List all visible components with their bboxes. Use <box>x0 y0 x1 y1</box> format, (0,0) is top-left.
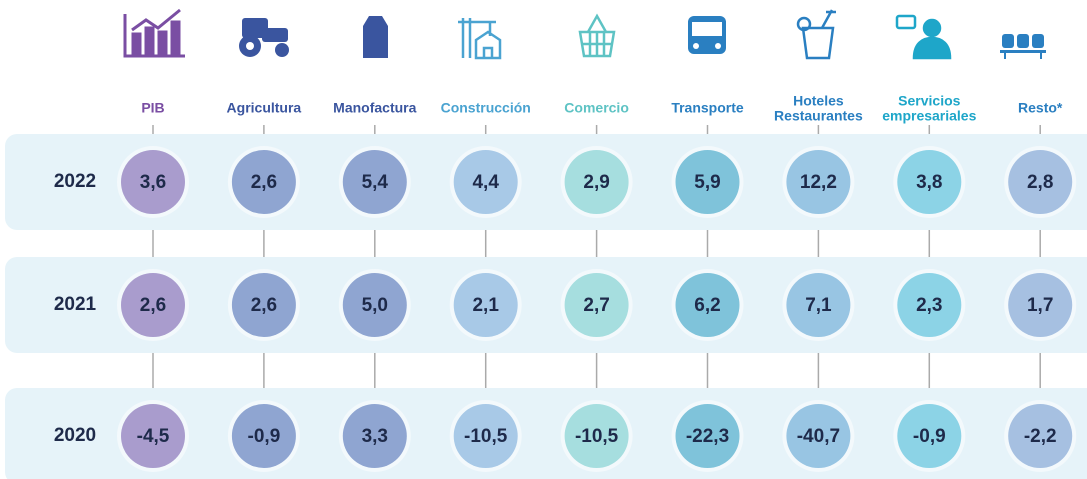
value-circle <box>897 404 962 468</box>
value-label: -0,9 <box>248 426 281 447</box>
value-label: 1,7 <box>1027 295 1053 316</box>
value-label: 2,6 <box>140 295 166 316</box>
value-label: 3,8 <box>916 172 942 193</box>
value-label: -2,2 <box>1024 426 1057 447</box>
value-label: 2,3 <box>916 295 942 316</box>
crane-icon <box>458 18 502 60</box>
value-circle <box>675 150 740 214</box>
value-label: 5,9 <box>694 172 720 193</box>
value-label: -4,5 <box>137 426 170 447</box>
column-label: Agricultura <box>227 100 302 116</box>
column-label: PIB <box>141 100 164 116</box>
value-circle <box>675 273 740 337</box>
value-circle <box>121 273 185 337</box>
column-label: empresariales <box>882 108 976 124</box>
value-circle <box>1008 273 1073 337</box>
value-label: 5,0 <box>362 295 388 316</box>
value-circle <box>675 404 740 468</box>
value-label: 7,1 <box>805 295 832 316</box>
value-circle <box>342 150 407 214</box>
value-circle <box>453 404 518 468</box>
value-label: 5,4 <box>362 172 389 193</box>
value-label: 6,2 <box>694 295 720 316</box>
value-label: 3,3 <box>362 426 388 447</box>
value-circle <box>897 273 962 337</box>
value-circle <box>231 273 296 337</box>
column-label: Comercio <box>564 100 629 116</box>
bus-icon <box>688 16 726 54</box>
value-label: 2,1 <box>472 295 499 316</box>
service-icon <box>895 14 952 60</box>
value-circle <box>342 404 407 468</box>
year-label: 2020 <box>54 425 96 446</box>
column-label: Construcción <box>441 100 531 116</box>
value-circle <box>231 150 296 214</box>
column-label: Servicios <box>898 93 960 109</box>
tractor-icon <box>239 18 289 57</box>
seats-icon <box>1000 34 1046 59</box>
value-label: -22,3 <box>686 426 729 447</box>
value-label: -10,5 <box>575 426 619 447</box>
value-circle <box>453 273 518 337</box>
value-circle <box>342 273 407 337</box>
column-label: Transporte <box>671 100 744 116</box>
value-circle <box>897 150 962 214</box>
value-label: -40,7 <box>797 426 840 447</box>
value-label: -0,9 <box>913 426 946 447</box>
value-circle <box>231 404 296 468</box>
pib-icon <box>123 8 185 58</box>
value-circle <box>564 404 629 468</box>
value-circle <box>453 150 518 214</box>
column-label: Restaurantes <box>774 108 863 124</box>
value-label: 4,4 <box>472 172 499 193</box>
milk-icon <box>363 16 388 58</box>
value-circle <box>1008 404 1073 468</box>
value-circle <box>564 150 629 214</box>
value-label: 2,9 <box>583 172 609 193</box>
drink-icon <box>796 9 836 60</box>
year-label: 2022 <box>54 171 96 192</box>
value-circle <box>564 273 629 337</box>
value-label: 12,2 <box>800 172 837 193</box>
value-label: 2,8 <box>1027 172 1053 193</box>
basket-icon <box>578 13 616 58</box>
value-label: 2,6 <box>251 295 277 316</box>
column-label: Hoteles <box>793 93 844 109</box>
value-label: 2,7 <box>583 295 609 316</box>
value-label: -10,5 <box>464 426 508 447</box>
value-label: 3,6 <box>140 172 166 193</box>
icons <box>123 8 1046 60</box>
year-label: 2021 <box>54 294 97 315</box>
column-label: Resto* <box>1018 100 1063 116</box>
value-circle <box>121 150 185 214</box>
value-circle <box>786 150 851 214</box>
value-circle <box>786 404 851 468</box>
value-circle <box>1008 150 1073 214</box>
value-circle <box>121 404 185 468</box>
value-circle <box>786 273 851 337</box>
value-label: 2,6 <box>251 172 277 193</box>
column-label: Manofactura <box>333 100 416 116</box>
